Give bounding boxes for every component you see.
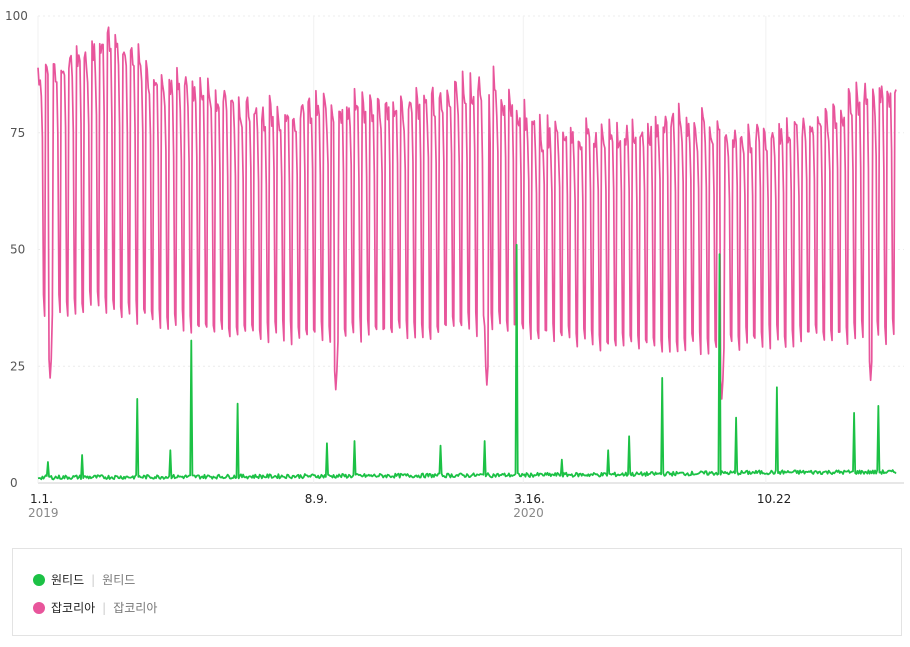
trend-chart: 0 25 50 75 100 1.1.2019 8.9. 3.16.2020 10.22 — [5, 9, 904, 520]
x-tick-label: 1.1. — [30, 492, 53, 506]
y-tick-label: 0 — [10, 476, 18, 490]
x-tick-year-label: 2019 — [28, 506, 59, 520]
legend-separator: | — [102, 600, 107, 615]
legend-description: 원티드 — [102, 573, 136, 587]
y-tick-label: 25 — [10, 359, 25, 373]
series-line-jobkorea — [37, 26, 897, 400]
legend-label: 잡코리아 — [51, 601, 96, 615]
legend: 원티드 | 원티드 잡코리아 | 잡코리아 — [12, 548, 902, 636]
y-tick-label: 50 — [10, 243, 25, 257]
legend-dot-icon — [33, 601, 45, 614]
series-layer — [37, 26, 897, 481]
x-tick-label: 10.22 — [757, 492, 791, 506]
y-tick-label: 75 — [10, 126, 25, 140]
legend-item-wanted[interactable]: 원티드 | 원티드 — [33, 571, 135, 588]
x-tick-label: 3.16. — [514, 492, 545, 506]
legend-label: 원티드 — [51, 573, 85, 587]
legend-description: 잡코리아 — [113, 601, 158, 615]
grid — [37, 15, 904, 484]
legend-separator: | — [91, 572, 96, 587]
axes: 0 25 50 75 100 1.1.2019 8.9. 3.16.2020 10.22 — [5, 9, 791, 520]
x-tick-label: 8.9. — [305, 492, 328, 506]
legend-item-jobkorea[interactable]: 잡코리아 | 잡코리아 — [33, 599, 157, 616]
x-tick-year-label: 2020 — [513, 506, 544, 520]
series-line-wanted — [37, 243, 897, 481]
legend-dot-icon — [33, 573, 45, 586]
y-tick-label: 100 — [5, 9, 28, 23]
